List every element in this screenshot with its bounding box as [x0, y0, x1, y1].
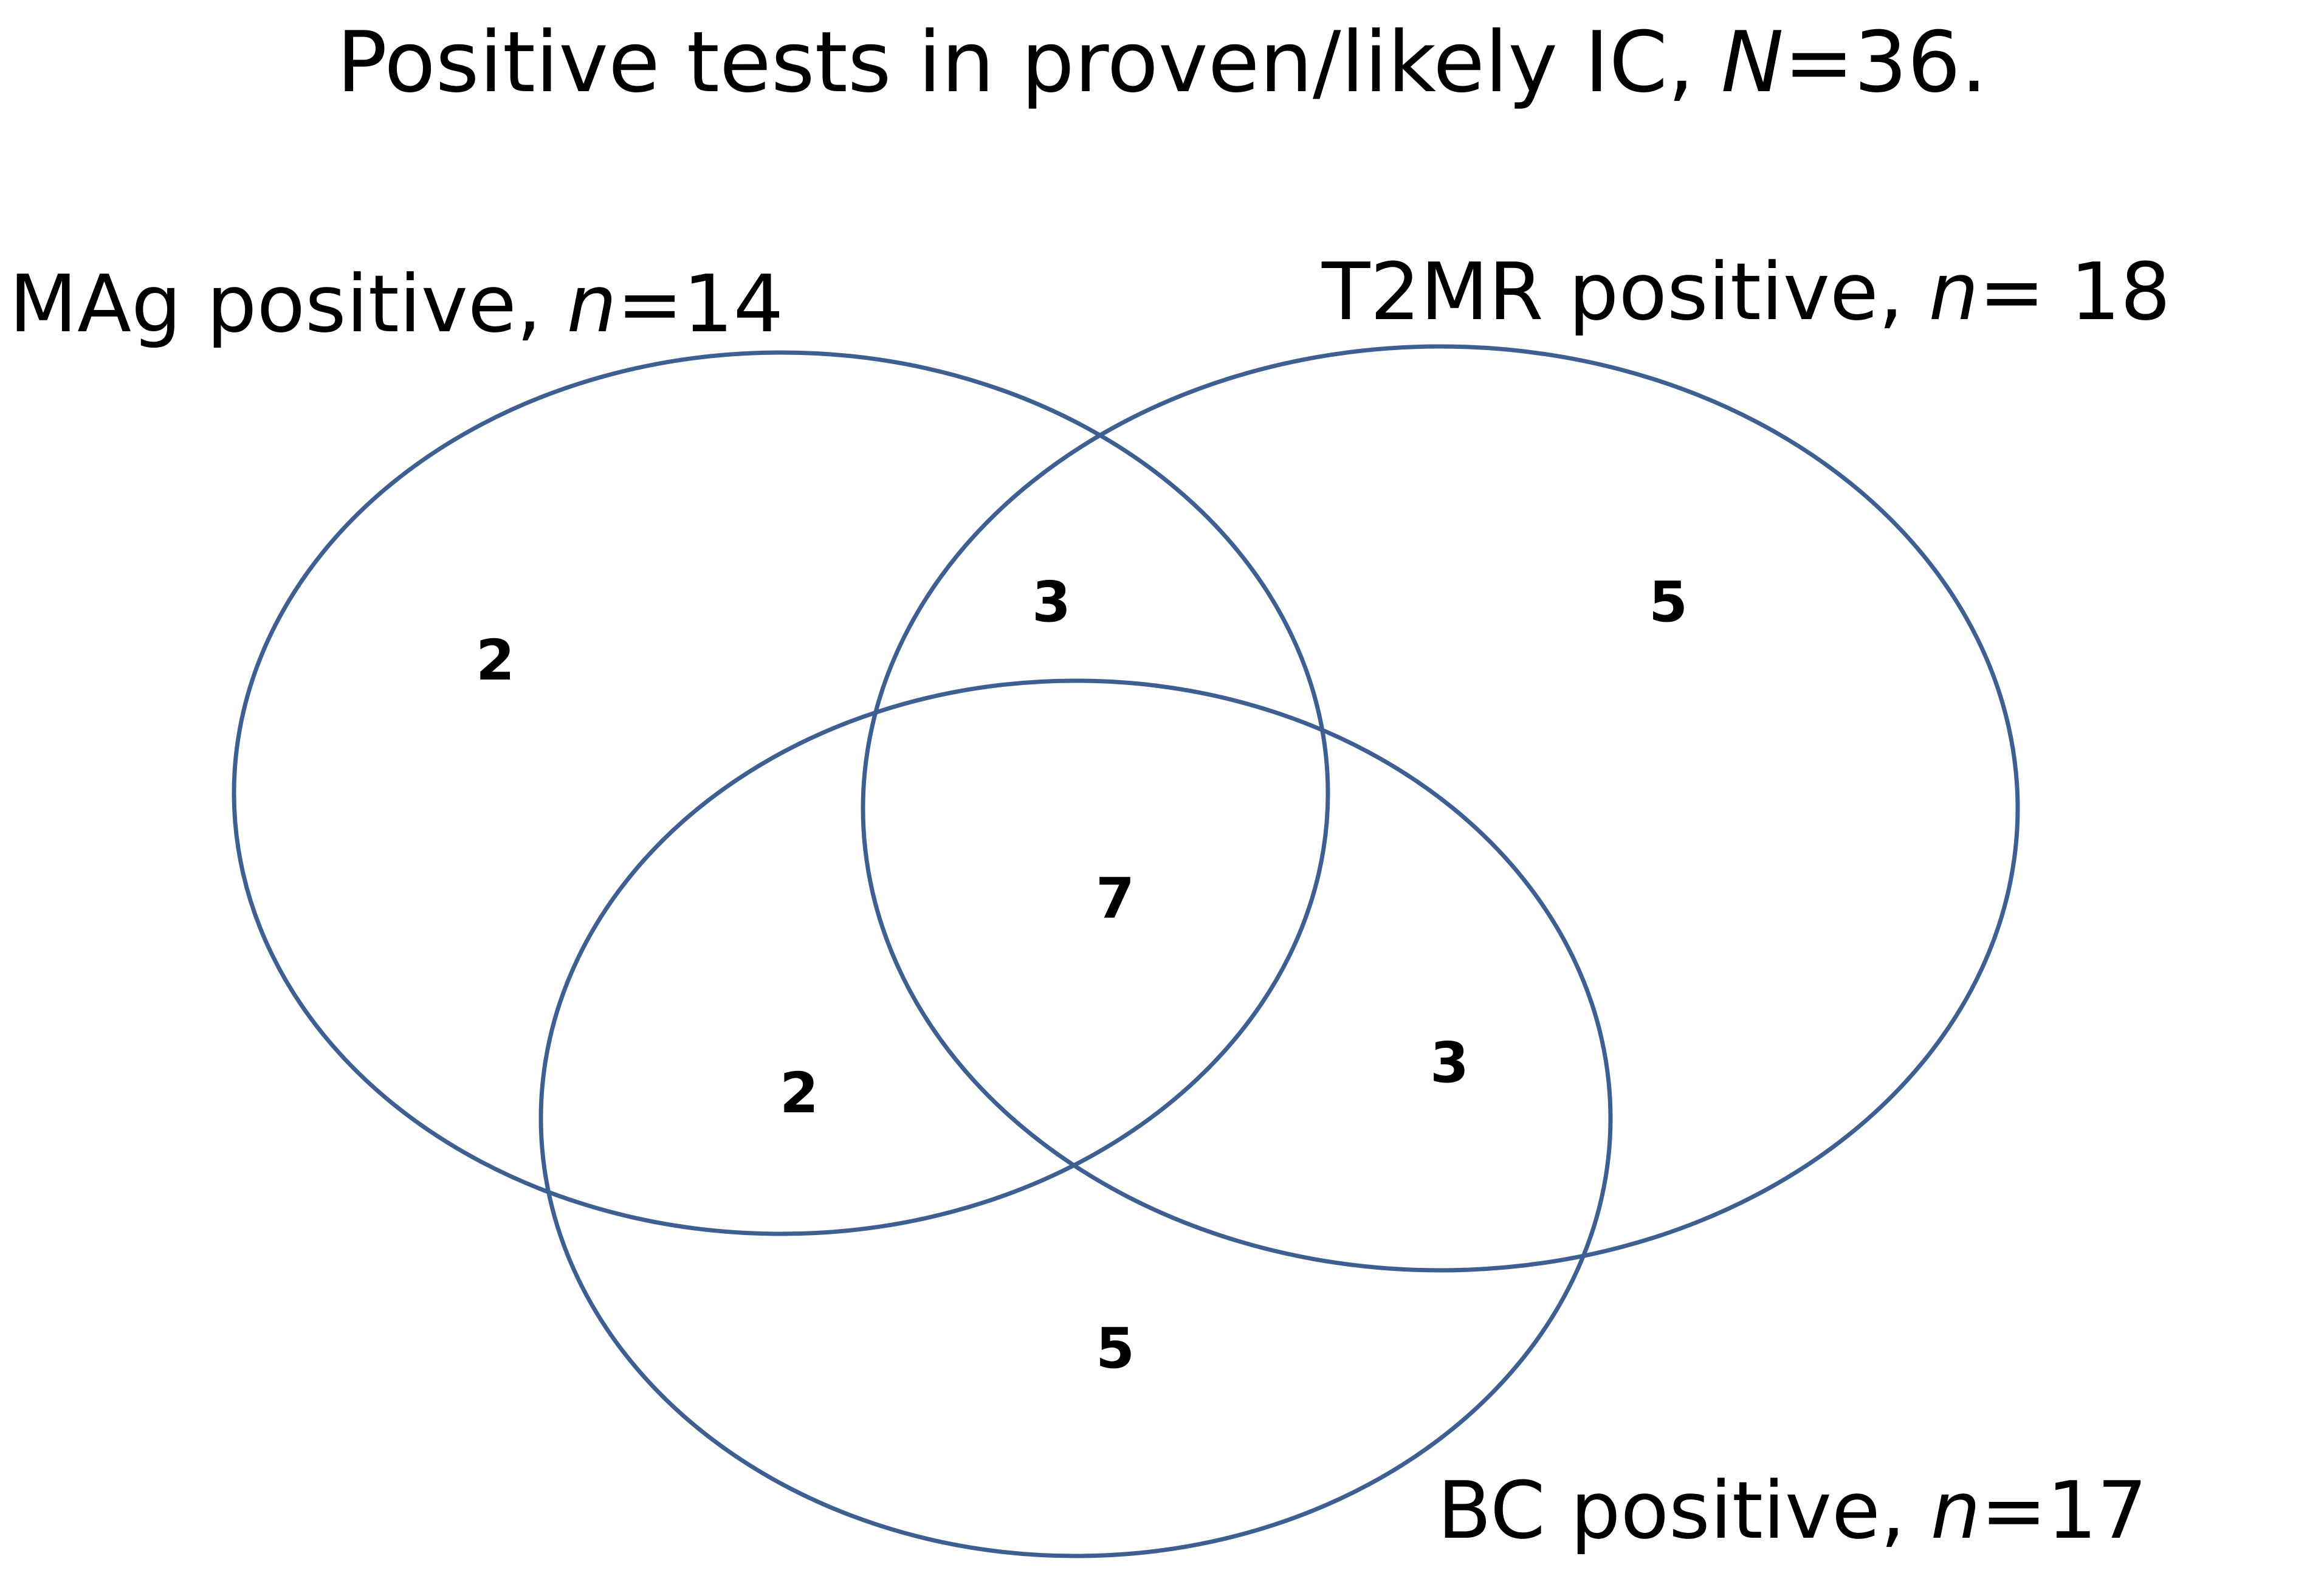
region-count-bc-only: 5 [1096, 1316, 1135, 1381]
mag-set-ellipse [232, 350, 1330, 1236]
region-count-mag-only: 2 [476, 628, 515, 693]
region-count-all-three: 7 [1096, 866, 1135, 931]
diagram-title: Positive tests in proven/likely IC, N=36… [337, 13, 1987, 111]
bc-set-label: BC positive, n=17 [1437, 1464, 2147, 1557]
region-count-t2mr-only: 5 [1649, 570, 1688, 635]
t2mr-set-ellipse [861, 344, 2020, 1273]
t2mr-set-label: T2MR positive, n= 18 [1321, 246, 2171, 338]
bc-set-ellipse [538, 678, 1613, 1558]
mag-set-label: MAg positive, n=14 [9, 258, 783, 350]
region-count-mag-t2mr: 3 [1032, 570, 1071, 635]
region-count-t2mr-bc: 3 [1430, 1030, 1469, 1095]
region-count-mag-bc: 2 [780, 1061, 819, 1126]
